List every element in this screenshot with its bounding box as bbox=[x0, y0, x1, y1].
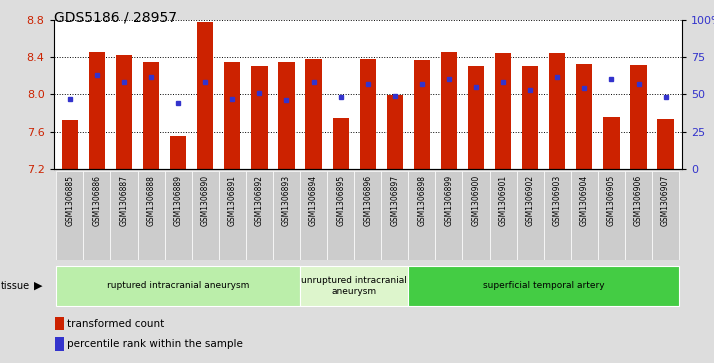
FancyBboxPatch shape bbox=[517, 171, 544, 260]
Bar bbox=[224, 62, 241, 169]
Text: GSM1306905: GSM1306905 bbox=[607, 175, 616, 226]
Bar bbox=[413, 60, 430, 169]
FancyBboxPatch shape bbox=[544, 171, 570, 260]
Bar bbox=[143, 62, 159, 169]
FancyBboxPatch shape bbox=[56, 171, 84, 260]
Text: GSM1306902: GSM1306902 bbox=[526, 175, 535, 226]
FancyBboxPatch shape bbox=[273, 171, 300, 260]
Text: GSM1306890: GSM1306890 bbox=[201, 175, 210, 226]
FancyBboxPatch shape bbox=[218, 171, 246, 260]
Text: GDS5186 / 28957: GDS5186 / 28957 bbox=[54, 11, 176, 25]
FancyBboxPatch shape bbox=[111, 171, 138, 260]
Text: GSM1306900: GSM1306900 bbox=[471, 175, 481, 226]
FancyBboxPatch shape bbox=[354, 171, 381, 260]
Bar bbox=[576, 64, 593, 169]
FancyBboxPatch shape bbox=[300, 171, 327, 260]
Bar bbox=[55, 317, 64, 330]
FancyBboxPatch shape bbox=[138, 171, 165, 260]
Bar bbox=[658, 119, 674, 169]
Bar bbox=[468, 66, 484, 169]
FancyBboxPatch shape bbox=[408, 266, 679, 306]
Text: GSM1306904: GSM1306904 bbox=[580, 175, 589, 226]
Text: percentile rank within the sample: percentile rank within the sample bbox=[67, 339, 243, 350]
FancyBboxPatch shape bbox=[191, 171, 218, 260]
Text: GSM1306901: GSM1306901 bbox=[498, 175, 508, 226]
FancyBboxPatch shape bbox=[408, 171, 436, 260]
Bar bbox=[116, 55, 132, 169]
FancyBboxPatch shape bbox=[165, 171, 191, 260]
Bar bbox=[197, 22, 213, 169]
Bar bbox=[55, 338, 64, 351]
FancyBboxPatch shape bbox=[625, 171, 652, 260]
Bar bbox=[251, 66, 268, 169]
FancyBboxPatch shape bbox=[463, 171, 490, 260]
Bar bbox=[495, 53, 511, 169]
Text: tissue: tissue bbox=[1, 281, 30, 291]
FancyBboxPatch shape bbox=[436, 171, 463, 260]
Bar bbox=[603, 117, 620, 169]
Bar bbox=[61, 121, 78, 169]
Text: GSM1306895: GSM1306895 bbox=[336, 175, 345, 226]
Text: GSM1306898: GSM1306898 bbox=[418, 175, 426, 226]
Text: ▶: ▶ bbox=[34, 281, 43, 291]
FancyBboxPatch shape bbox=[56, 266, 300, 306]
Text: GSM1306886: GSM1306886 bbox=[92, 175, 101, 226]
Text: transformed count: transformed count bbox=[67, 318, 164, 329]
FancyBboxPatch shape bbox=[327, 171, 354, 260]
Text: GSM1306887: GSM1306887 bbox=[119, 175, 129, 226]
Text: GSM1306899: GSM1306899 bbox=[444, 175, 453, 226]
Text: unruptured intracranial
aneurysm: unruptured intracranial aneurysm bbox=[301, 276, 407, 295]
FancyBboxPatch shape bbox=[246, 171, 273, 260]
Bar bbox=[333, 118, 348, 169]
Bar bbox=[89, 52, 105, 169]
FancyBboxPatch shape bbox=[652, 171, 679, 260]
Text: superficial temporal artery: superficial temporal artery bbox=[483, 281, 605, 290]
Bar bbox=[549, 53, 565, 169]
Text: GSM1306891: GSM1306891 bbox=[228, 175, 237, 226]
Text: GSM1306897: GSM1306897 bbox=[391, 175, 399, 226]
FancyBboxPatch shape bbox=[381, 171, 408, 260]
Bar bbox=[387, 95, 403, 169]
Bar bbox=[630, 65, 647, 169]
Text: GSM1306896: GSM1306896 bbox=[363, 175, 372, 226]
Text: ruptured intracranial aneurysm: ruptured intracranial aneurysm bbox=[107, 281, 249, 290]
Bar bbox=[441, 52, 457, 169]
FancyBboxPatch shape bbox=[84, 171, 111, 260]
Text: GSM1306894: GSM1306894 bbox=[309, 175, 318, 226]
Bar bbox=[522, 66, 538, 169]
Text: GSM1306889: GSM1306889 bbox=[174, 175, 183, 226]
Text: GSM1306906: GSM1306906 bbox=[634, 175, 643, 226]
Text: GSM1306907: GSM1306907 bbox=[661, 175, 670, 226]
Text: GSM1306885: GSM1306885 bbox=[65, 175, 74, 226]
Text: GSM1306888: GSM1306888 bbox=[146, 175, 156, 226]
Bar bbox=[306, 59, 322, 169]
FancyBboxPatch shape bbox=[300, 266, 408, 306]
Text: GSM1306893: GSM1306893 bbox=[282, 175, 291, 226]
FancyBboxPatch shape bbox=[570, 171, 598, 260]
Bar bbox=[360, 59, 376, 169]
Text: GSM1306903: GSM1306903 bbox=[553, 175, 562, 226]
FancyBboxPatch shape bbox=[490, 171, 517, 260]
Text: GSM1306892: GSM1306892 bbox=[255, 175, 264, 226]
Bar bbox=[278, 62, 295, 169]
FancyBboxPatch shape bbox=[598, 171, 625, 260]
Bar bbox=[170, 136, 186, 169]
